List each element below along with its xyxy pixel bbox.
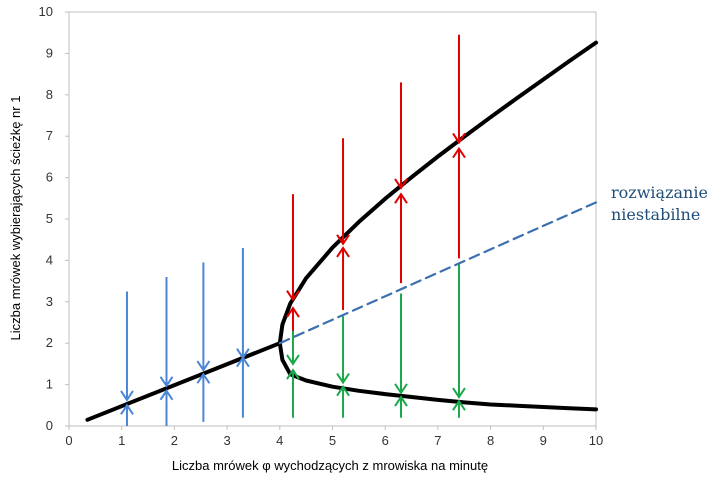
arrow-head <box>120 403 134 415</box>
flow-arrow <box>286 330 300 366</box>
flow-arrow <box>394 293 408 395</box>
flow-arrow <box>286 368 300 418</box>
arrow-head <box>452 399 466 411</box>
y-tick-label: 2 <box>46 335 53 350</box>
x-tick-label: 4 <box>276 433 283 448</box>
unstable-branch-line <box>278 201 598 345</box>
flow-arrow <box>394 82 408 190</box>
plot-frame <box>68 11 597 427</box>
arrow-head <box>196 372 211 384</box>
x-tick-label: 2 <box>171 433 178 448</box>
flow-arrow <box>336 316 350 385</box>
y-tick-label: 1 <box>46 377 53 392</box>
flow-arrow <box>336 138 350 246</box>
flow-arrow <box>452 399 466 418</box>
arrow-head <box>286 368 300 380</box>
arrow-head <box>336 384 350 397</box>
flow-arrow <box>236 247 250 360</box>
arrow-head <box>452 146 466 159</box>
arrow-head <box>336 372 350 385</box>
x-tick-label: 9 <box>540 433 547 448</box>
stable-branch-line-0 <box>85 341 282 422</box>
x-tick-label: 0 <box>65 433 72 448</box>
arrow-head <box>394 383 408 395</box>
arrow-head <box>336 246 350 258</box>
flow-arrow <box>452 264 466 399</box>
stable-branch-line-1 <box>277 40 598 346</box>
x-tick-label: 1 <box>118 433 125 448</box>
flow-arrow <box>336 384 350 418</box>
arrow-head <box>120 390 134 402</box>
flow-arrow <box>196 262 211 372</box>
x-axis-ticks: 0 1 2 3 4 5 6 7 8 9 10 <box>65 426 603 448</box>
flow-arrow <box>120 403 134 426</box>
arrow-head <box>196 360 211 372</box>
arrow-head <box>286 354 300 366</box>
x-axis-label: Liczba mrówek φ wychodzących z mrowiska … <box>172 458 488 473</box>
arrow-head <box>236 355 250 368</box>
plot-border <box>68 11 597 427</box>
arrow-head <box>452 132 466 145</box>
stable-branch-line-2 <box>277 341 598 412</box>
y-tick-label: 3 <box>46 294 53 309</box>
flow-arrow <box>286 194 300 302</box>
y-tick-label: 5 <box>46 211 53 226</box>
arrow-head <box>286 290 300 302</box>
y-axis-ticks: 0 1 2 3 4 5 6 7 8 9 10 <box>39 4 69 433</box>
arrow-head <box>336 234 350 246</box>
y-tick-label: 0 <box>46 418 53 433</box>
arrow-head <box>394 192 408 204</box>
flow-arrow <box>394 395 408 418</box>
flow-arrow <box>452 146 466 259</box>
flow-arrow <box>196 372 211 422</box>
flow-arrow <box>159 389 174 426</box>
y-tick-label: 7 <box>46 128 53 143</box>
flow-arrow <box>336 246 350 311</box>
flow-arrow <box>236 355 250 418</box>
flow-arrow <box>452 34 466 145</box>
y-axis-label: Liczba mrówek wybierających ścieżkę nr 1 <box>8 96 23 341</box>
x-tick-label: 7 <box>434 433 441 448</box>
arrow-head <box>394 178 408 190</box>
series-group <box>85 40 598 422</box>
flow-arrow <box>120 291 134 402</box>
y-tick-label: 10 <box>39 4 53 19</box>
annotation-line-1: rozwiązanie <box>611 183 708 202</box>
y-tick-label: 4 <box>46 252 53 267</box>
arrows-group <box>120 34 466 426</box>
x-tick-label: 5 <box>329 433 336 448</box>
arrow-head <box>452 387 466 399</box>
y-tick-label: 9 <box>46 45 53 60</box>
annotation-line-2: niestabilne <box>611 205 700 224</box>
flow-arrow <box>159 276 174 388</box>
x-tick-label: 3 <box>223 433 230 448</box>
y-tick-label: 8 <box>46 87 53 102</box>
arrow-head <box>159 376 174 388</box>
flow-arrow <box>394 192 408 284</box>
x-tick-label: 10 <box>589 433 603 448</box>
x-tick-label: 8 <box>487 433 494 448</box>
arrow-head <box>394 395 408 407</box>
x-tick-label: 6 <box>382 433 389 448</box>
arrow-head <box>286 306 300 318</box>
y-tick-label: 6 <box>46 170 53 185</box>
arrow-head <box>159 389 174 401</box>
